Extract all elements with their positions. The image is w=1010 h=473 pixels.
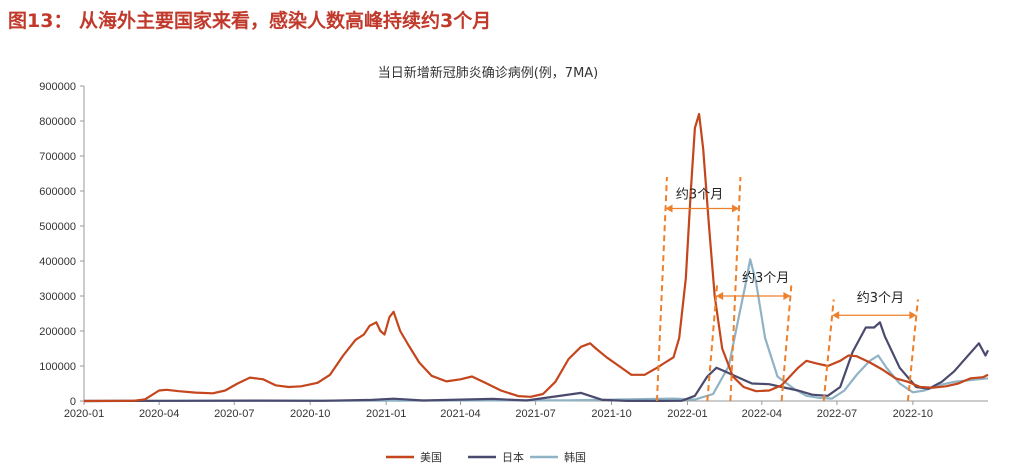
period-annotation: 约3个月 — [706, 271, 793, 402]
arrow-head-left — [665, 204, 673, 213]
series-line-us — [83, 112, 989, 403]
x-axis: 2020-01 2020-04 2020-07 2020-10 2021-01 2021-… — [64, 400, 988, 420]
period-end-line — [729, 176, 742, 402]
arrow-head-right — [783, 292, 791, 300]
legend-label: 韩国 — [564, 450, 586, 464]
x-tick-label: 2020-07 — [214, 408, 254, 420]
x-tick-label: 2021-10 — [591, 408, 631, 420]
period-label: 约3个月 — [857, 291, 904, 306]
arrow-head-left — [832, 311, 840, 320]
x-tick-label: 2020-01 — [64, 408, 104, 420]
x-tick-label: 2022-10 — [893, 408, 933, 420]
figure-title: 图13： 从海外主要国家来看，感染人数高峰持续约3个月 — [8, 10, 492, 32]
period-start-line — [655, 176, 668, 402]
period-end-line — [906, 299, 919, 402]
period-annotation: 约3个月 — [655, 176, 742, 402]
x-tick-label: 2021-01 — [366, 408, 406, 420]
y-tick-label: 200000 — [39, 326, 76, 338]
y-tick-label: 500000 — [39, 221, 76, 233]
x-tick-label: 2022-04 — [742, 408, 782, 420]
legend-label: 日本 — [502, 450, 524, 464]
y-tick-label: 700000 — [39, 151, 76, 163]
series-line-korea — [83, 258, 989, 403]
series-line-japan — [83, 321, 989, 403]
y-tick-label: 300000 — [39, 291, 76, 303]
x-tick-label: 2020-10 — [290, 408, 330, 420]
y-tick-label: 400000 — [39, 256, 76, 268]
period-start-line — [706, 281, 719, 402]
period-label: 约3个月 — [742, 271, 789, 286]
x-tick-label: 2022-01 — [667, 408, 707, 420]
x-tick-label: 2021-07 — [515, 408, 555, 420]
y-tick-label: 0 — [70, 396, 76, 408]
x-tick-label: 2021-04 — [440, 408, 480, 420]
period-start-line — [822, 299, 835, 402]
arrow-head-left — [716, 292, 724, 300]
y-tick-label: 900000 — [39, 81, 76, 93]
y-tick-label: 100000 — [39, 361, 76, 373]
arrow-head-right — [732, 204, 740, 213]
x-tick-label: 2020-04 — [139, 408, 179, 420]
chart-title: 当日新增新冠肺炎确诊病例(例，7MA) — [378, 65, 599, 81]
legend: 美国 日本 韩国 — [386, 450, 586, 464]
period-label: 约3个月 — [676, 188, 723, 203]
x-tick-label: 2022-07 — [817, 408, 857, 420]
period-annotation: 约3个月 — [822, 291, 919, 402]
series-layer — [83, 112, 989, 403]
arrow-head-right — [909, 311, 917, 320]
y-tick-label: 600000 — [39, 186, 76, 198]
legend-label: 美国 — [420, 451, 442, 464]
y-tick-label: 800000 — [39, 116, 76, 128]
y-axis: 0 100000 200000 300000 400000 500000 600000 700… — [39, 81, 85, 408]
